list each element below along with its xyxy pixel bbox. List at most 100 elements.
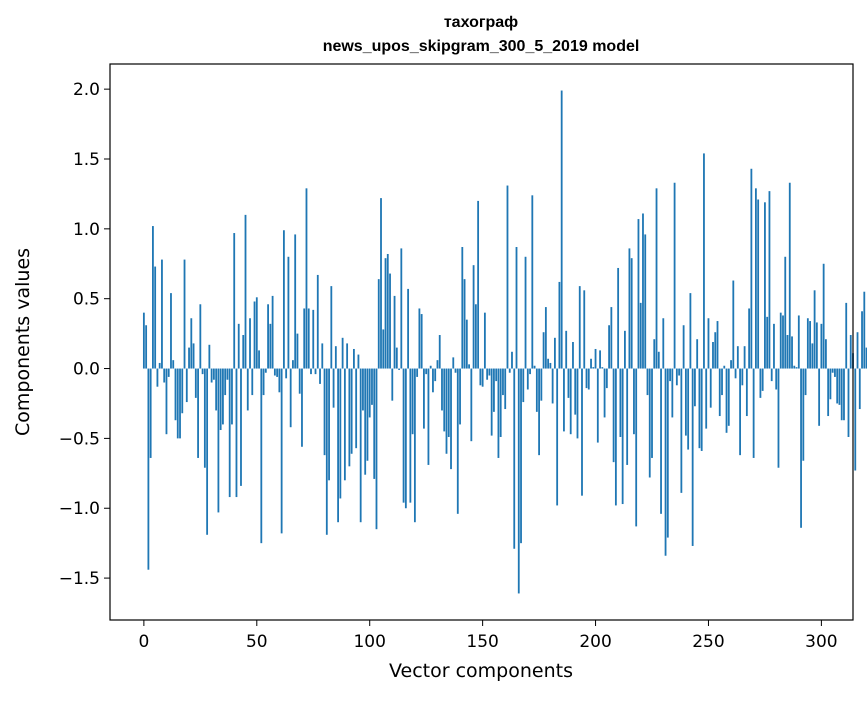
bar-12: [170, 293, 172, 369]
bar-311: [845, 302, 848, 369]
bar-299: [818, 368, 821, 426]
bar-292: [802, 368, 805, 461]
bar-137: [452, 357, 455, 369]
bar-226: [653, 339, 656, 369]
bar-187: [565, 330, 568, 369]
y-tick-label: −0.5: [59, 429, 100, 449]
bar-179: [547, 358, 550, 369]
bar-93: [353, 348, 355, 369]
bar-308: [838, 368, 841, 405]
bar-104: [377, 279, 380, 369]
bar-224: [648, 368, 651, 478]
bar-300: [820, 323, 823, 369]
bar-212: [621, 368, 624, 505]
bar-138: [454, 368, 457, 373]
bar-254: [716, 321, 719, 369]
bar-209: [614, 368, 617, 506]
bar-76: [314, 368, 317, 375]
bar-196: [585, 368, 588, 389]
bar-19: [185, 368, 188, 403]
bar-211: [619, 368, 622, 437]
bar-302: [825, 339, 827, 369]
bar-235: [673, 182, 676, 369]
bar-260: [730, 360, 732, 369]
bar-270: [752, 368, 755, 458]
bar-175: [538, 368, 540, 456]
bar-130: [436, 360, 439, 369]
bar-124: [423, 368, 425, 429]
bar-128: [432, 368, 434, 393]
y-axis-ticks: −1.5 −1.0 −0.5 0.0 0.5 1.0 1.5 2.0: [59, 80, 110, 589]
bar-135: [447, 368, 450, 437]
bar-53: [262, 368, 265, 396]
bar-32: [215, 368, 218, 411]
bar-17: [181, 368, 184, 414]
bar-238: [680, 368, 683, 493]
bar-267: [745, 368, 748, 417]
bar-221: [642, 213, 644, 369]
bar-127: [429, 365, 432, 369]
bar-169: [524, 256, 527, 369]
bar-156: [495, 368, 498, 382]
bar-289: [795, 367, 798, 369]
bar-213: [624, 330, 626, 369]
bar-85: [334, 346, 337, 369]
bar-172: [531, 195, 534, 369]
bar-147: [474, 304, 477, 369]
bar-320: [865, 347, 867, 369]
y-tick-label: −1.5: [59, 569, 100, 589]
bar-296: [811, 343, 814, 369]
bar-281: [777, 368, 780, 468]
bar-23: [194, 368, 197, 398]
bar-192: [576, 368, 579, 439]
bar-193: [578, 286, 581, 369]
bar-116: [404, 368, 407, 509]
bar-295: [809, 321, 811, 369]
bar-7: [158, 362, 161, 369]
bar-271: [754, 188, 757, 369]
bar-228: [657, 351, 660, 369]
bar-15: [176, 368, 179, 439]
bar-103: [375, 368, 378, 530]
bar-95: [357, 354, 360, 369]
bar-100: [368, 368, 371, 418]
bar-258: [725, 368, 728, 433]
bar-176: [540, 368, 543, 401]
bar-51: [258, 350, 260, 369]
bar-249: [705, 368, 708, 429]
bar-142: [463, 279, 466, 369]
bar-265: [741, 368, 744, 386]
bar-223: [646, 368, 649, 396]
bar-74: [310, 368, 312, 375]
bar-57: [271, 295, 274, 369]
bar-37: [226, 368, 229, 380]
bar-173: [533, 365, 536, 369]
bar-313: [849, 335, 852, 369]
bar-237: [678, 368, 681, 376]
bar-171: [529, 368, 531, 375]
bar-0: [142, 312, 145, 369]
bar-112: [395, 347, 398, 369]
bar-123: [420, 314, 423, 369]
bar-108: [386, 253, 389, 369]
bar-106: [382, 329, 385, 369]
bar-31: [212, 368, 215, 380]
bar-218: [635, 368, 638, 527]
bar-58: [273, 368, 276, 376]
bar-225: [651, 368, 653, 458]
bar-154: [490, 368, 493, 436]
bar-90: [346, 343, 349, 369]
bar-269: [750, 168, 753, 369]
y-tick-label: 0.5: [73, 290, 100, 310]
bar-276: [766, 316, 769, 369]
bar-199: [592, 367, 595, 369]
bar-34: [219, 368, 222, 431]
bar-305: [831, 368, 834, 373]
bar-69: [298, 368, 301, 394]
bar-4: [152, 226, 154, 369]
bar-99: [366, 368, 369, 461]
bar-122: [418, 308, 421, 369]
x-axis-label: Vector components: [389, 660, 573, 682]
bar-250: [707, 318, 710, 369]
